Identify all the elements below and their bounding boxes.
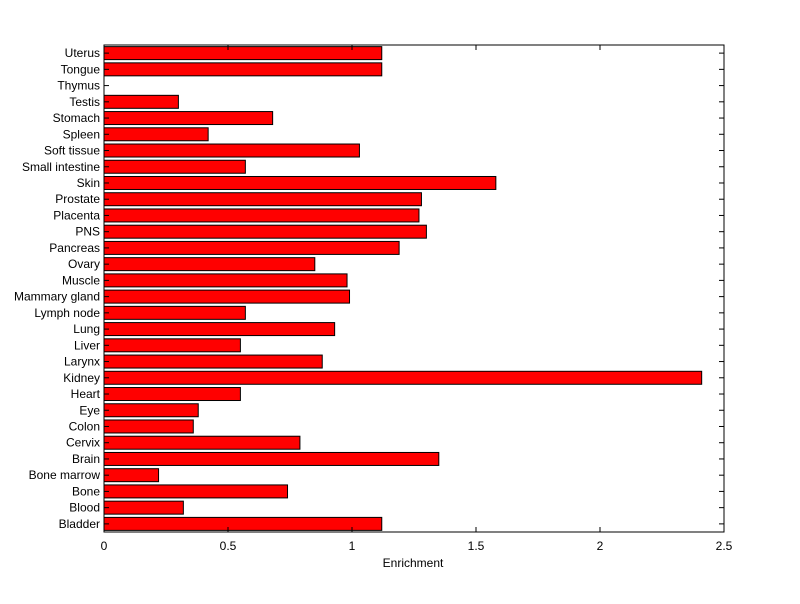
y-tick-label: PNS bbox=[75, 225, 100, 239]
y-tick-label: Lung bbox=[73, 322, 100, 336]
y-tick-label: Larynx bbox=[64, 355, 100, 369]
plot-frame bbox=[103, 44, 725, 533]
bar-muscle bbox=[103, 273, 348, 288]
x-axis-label: Enrichment bbox=[383, 556, 444, 570]
bar-lymph-node bbox=[103, 305, 246, 320]
x-tick-label: 0.5 bbox=[220, 539, 237, 553]
y-tick-label: Prostate bbox=[55, 192, 100, 206]
y-tick-label: Heart bbox=[71, 387, 101, 401]
bar-testis bbox=[103, 94, 179, 109]
y-tick-label: Tongue bbox=[61, 62, 101, 76]
bar-bone bbox=[103, 484, 289, 499]
bar-spleen bbox=[103, 127, 209, 142]
x-tick-label: 1 bbox=[349, 539, 356, 553]
y-tick-label: Muscle bbox=[62, 273, 100, 287]
y-tick-label: Small intestine bbox=[22, 160, 100, 174]
labels-layer: Bladder Blood Bone Bone marrow Brain Cervix Co… bbox=[14, 46, 733, 553]
bar-bone-marrow bbox=[103, 468, 160, 483]
bar-lung bbox=[103, 322, 336, 337]
y-tick-label: Cervix bbox=[66, 436, 100, 450]
bar-small-intestine bbox=[103, 159, 246, 174]
bar-uterus bbox=[103, 46, 383, 61]
y-tick-label: Soft tissue bbox=[44, 144, 100, 158]
bar-soft-tissue bbox=[103, 143, 360, 158]
y-tick-label: Skin bbox=[77, 176, 100, 190]
x-tick-label: 0 bbox=[101, 539, 108, 553]
bar-brain bbox=[103, 451, 440, 466]
bar-larynx bbox=[103, 354, 323, 369]
bar-blood bbox=[103, 500, 184, 515]
y-tick-label: Lymph node bbox=[34, 306, 100, 320]
bar-stomach bbox=[103, 111, 274, 126]
y-tick-label: Uterus bbox=[65, 46, 100, 60]
y-tick-label: Liver bbox=[74, 338, 100, 352]
bar-eye bbox=[103, 403, 199, 418]
y-tick-label: Thymus bbox=[57, 79, 100, 93]
bar-prostate bbox=[103, 192, 422, 207]
y-tick-label: Mammary gland bbox=[14, 290, 100, 304]
bar-ovary bbox=[103, 257, 316, 272]
x-tick-label: 2 bbox=[597, 539, 604, 553]
x-tick-label: 2.5 bbox=[716, 539, 733, 553]
y-tick-label: Stomach bbox=[53, 111, 100, 125]
bar-tongue bbox=[103, 62, 383, 77]
bar-pns bbox=[103, 224, 427, 239]
bar-bladder bbox=[103, 516, 383, 531]
y-tick-label: Testis bbox=[69, 95, 100, 109]
bars-layer bbox=[103, 46, 703, 531]
y-tick-label: Colon bbox=[69, 419, 100, 433]
y-tick-label: Bladder bbox=[59, 517, 100, 531]
bar-cervix bbox=[103, 435, 301, 450]
y-tick-label: Placenta bbox=[53, 208, 100, 222]
bar-pancreas bbox=[103, 240, 400, 255]
bar-skin bbox=[103, 175, 497, 190]
y-tick-label: Ovary bbox=[68, 257, 100, 271]
bar-mammary-gland bbox=[103, 289, 351, 304]
y-tick-label: Bone marrow bbox=[29, 468, 101, 482]
y-tick-label: Spleen bbox=[63, 127, 100, 141]
y-tick-label: Bone bbox=[72, 484, 100, 498]
y-tick-label: Brain bbox=[72, 452, 100, 466]
y-tick-label: Pancreas bbox=[49, 241, 100, 255]
bar-kidney bbox=[103, 370, 703, 385]
axes-layer bbox=[103, 44, 725, 533]
y-tick-label: Kidney bbox=[63, 371, 100, 385]
y-tick-label: Eye bbox=[79, 403, 100, 417]
bar-heart bbox=[103, 387, 241, 402]
bar-colon bbox=[103, 419, 194, 434]
bar-liver bbox=[103, 338, 241, 353]
x-tick-label: 1.5 bbox=[468, 539, 485, 553]
bar-placenta bbox=[103, 208, 420, 223]
y-tick-label: Blood bbox=[69, 501, 100, 515]
